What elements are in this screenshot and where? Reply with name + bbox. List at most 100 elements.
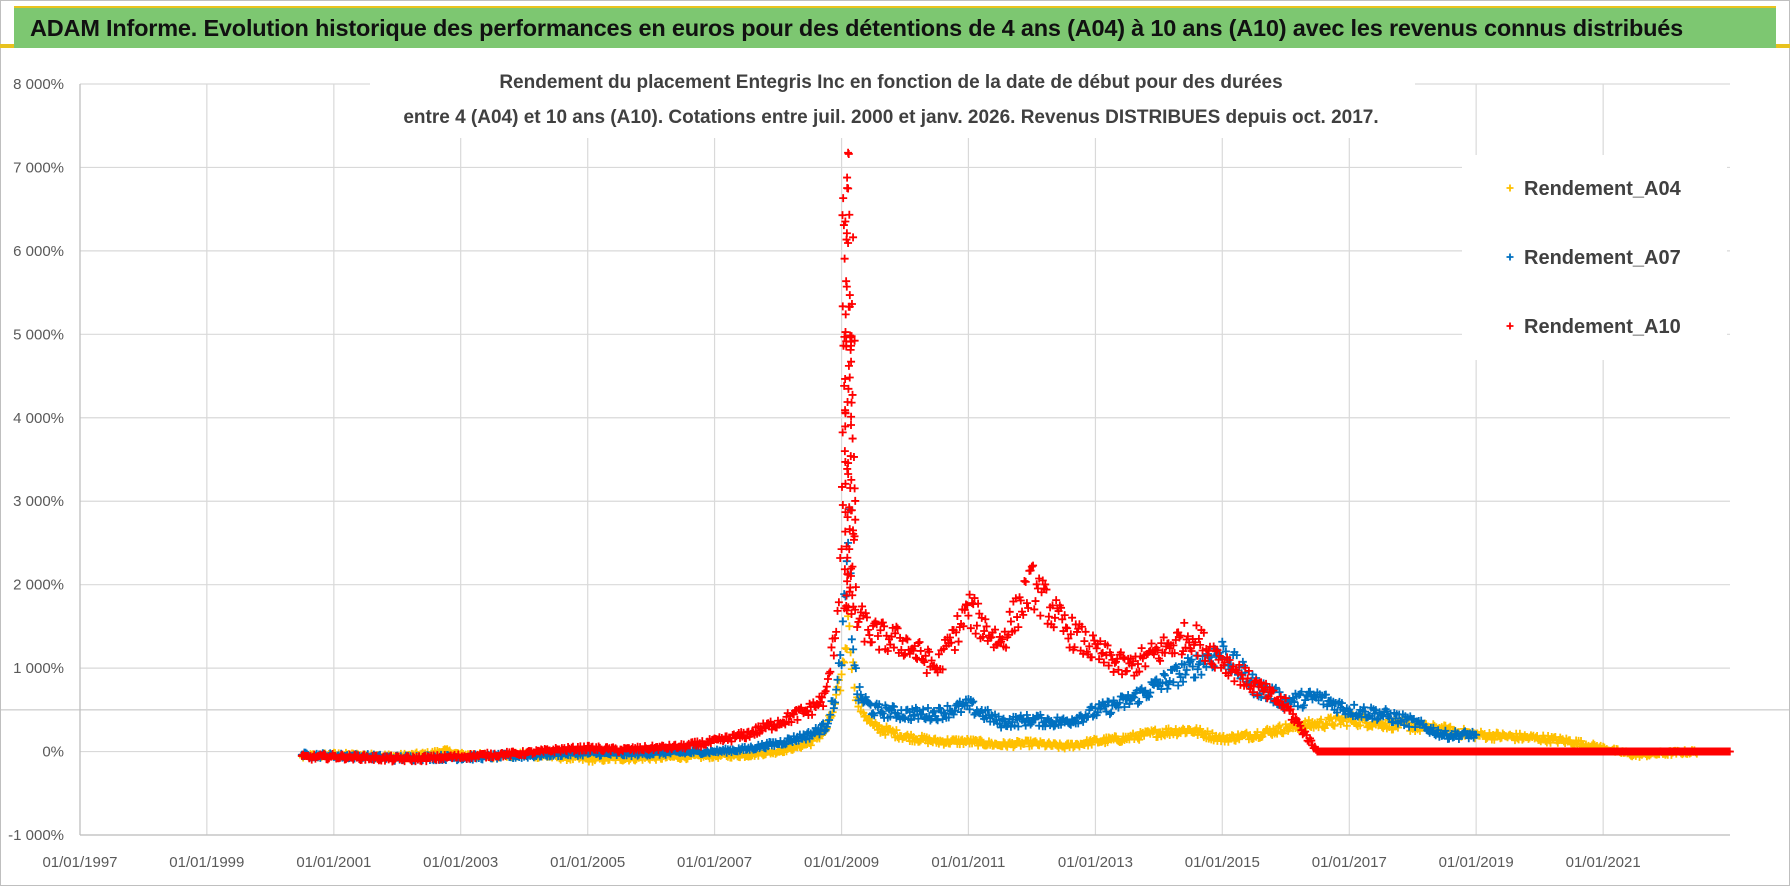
data-point — [1109, 696, 1118, 705]
data-point — [844, 470, 853, 479]
series-Rendement_A10 — [297, 91, 1734, 766]
data-point — [1171, 662, 1180, 671]
data-point — [891, 629, 900, 638]
data-point — [834, 598, 843, 607]
data-point — [981, 615, 990, 624]
data-point — [1337, 699, 1346, 708]
data-point — [838, 428, 847, 437]
title-banner: ADAM Informe. Evolution historique des p… — [14, 6, 1776, 48]
data-point — [848, 434, 857, 443]
data-point — [861, 692, 870, 701]
data-point — [1115, 698, 1124, 707]
data-point — [1299, 701, 1308, 710]
data-point — [1005, 607, 1014, 616]
data-point — [1103, 641, 1112, 650]
data-point — [840, 381, 849, 390]
data-point — [941, 709, 950, 718]
y-tick-label: 1 000% — [13, 660, 64, 677]
data-point — [1026, 566, 1035, 575]
data-point — [1027, 562, 1036, 571]
data-point — [1032, 580, 1041, 589]
data-point — [1141, 662, 1150, 671]
data-point — [1024, 604, 1033, 613]
data-point — [1429, 723, 1438, 732]
x-tick-label: 01/01/2015 — [1185, 854, 1260, 871]
data-point — [826, 667, 835, 676]
data-point — [788, 745, 797, 754]
data-point — [849, 645, 858, 654]
data-point — [719, 737, 728, 746]
data-point — [1149, 727, 1158, 736]
data-point — [925, 647, 934, 656]
data-point — [838, 302, 847, 311]
data-point — [1169, 641, 1178, 650]
data-point — [1016, 596, 1025, 605]
corner-accent-right — [1776, 44, 1790, 48]
data-point — [861, 609, 870, 618]
data-point — [876, 626, 885, 635]
data-point — [1135, 667, 1144, 676]
data-point — [845, 373, 854, 382]
data-point — [1147, 639, 1156, 648]
data-point — [847, 337, 856, 346]
data-point — [1096, 637, 1105, 646]
data-point — [1068, 613, 1077, 622]
data-point — [1030, 605, 1039, 614]
data-point — [846, 331, 855, 340]
legend-label: Rendement_A04 — [1524, 178, 1682, 200]
data-point — [1286, 705, 1295, 714]
data-point — [1137, 644, 1146, 653]
data-point — [838, 500, 847, 509]
legend-item: Rendement_A04 — [1506, 178, 1682, 200]
data-point — [1058, 615, 1067, 624]
data-point — [851, 605, 860, 614]
data-point — [892, 726, 901, 735]
data-point — [1180, 618, 1189, 627]
data-point — [950, 646, 959, 655]
data-point — [766, 717, 775, 726]
data-point — [849, 233, 858, 242]
data-point — [1125, 699, 1134, 708]
data-point — [842, 277, 851, 286]
data-point — [1192, 621, 1201, 630]
data-point — [1174, 681, 1183, 690]
data-point — [1293, 702, 1302, 711]
data-point — [932, 663, 941, 672]
data-point — [847, 635, 856, 644]
data-point — [1066, 630, 1075, 639]
data-point — [845, 210, 854, 219]
data-point — [1201, 656, 1210, 665]
data-point — [831, 698, 840, 707]
data-point — [889, 702, 898, 711]
data-point — [1296, 721, 1305, 730]
y-tick-label: 0% — [42, 744, 64, 761]
data-point — [841, 508, 850, 517]
legend-marker — [1506, 253, 1514, 261]
data-point — [1203, 651, 1212, 660]
data-point — [816, 698, 825, 707]
data-point — [1191, 673, 1200, 682]
data-point — [1289, 693, 1297, 702]
data-point — [1213, 646, 1222, 655]
data-point — [838, 617, 847, 626]
data-point — [974, 599, 983, 608]
data-point — [843, 513, 852, 522]
data-point — [838, 657, 847, 666]
data-point — [1400, 721, 1409, 730]
data-point — [1173, 664, 1181, 673]
data-point — [839, 194, 848, 203]
data-point — [1011, 594, 1020, 603]
data-point — [1160, 648, 1169, 657]
data-point — [1317, 715, 1326, 724]
data-point — [1243, 674, 1252, 683]
data-point — [1230, 677, 1239, 686]
data-point — [1087, 702, 1096, 711]
data-point — [1114, 665, 1123, 674]
data-point — [832, 627, 841, 636]
data-point — [1179, 677, 1188, 686]
data-point — [856, 690, 865, 699]
data-point — [1101, 702, 1110, 711]
data-point — [829, 651, 838, 660]
y-tick-label: 5 000% — [13, 326, 64, 343]
legend: Rendement_A04 Rendement_A07 Rendement_A10 — [1462, 155, 1727, 360]
